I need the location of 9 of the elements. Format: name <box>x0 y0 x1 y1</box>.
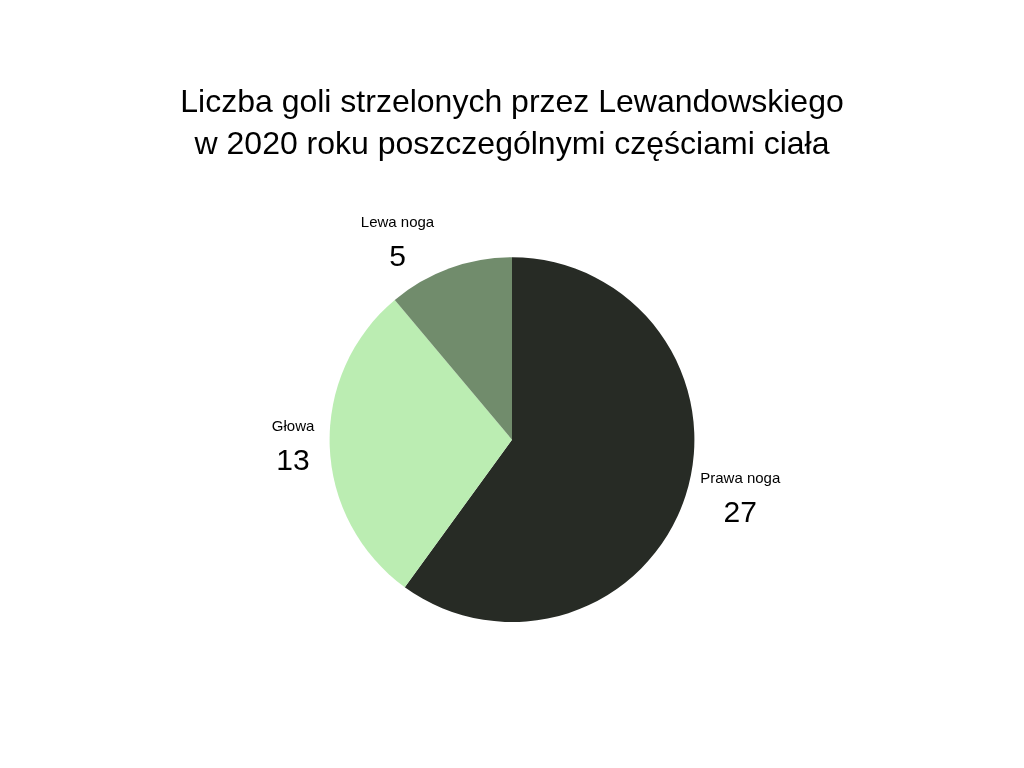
pie-slice <box>404 257 695 623</box>
data-label: 5 <box>389 238 406 272</box>
pie-slice <box>329 299 512 588</box>
slice-label: Głowa <box>271 416 315 434</box>
slice-label: Lewa noga <box>360 212 435 230</box>
chart-title: Liczba goli strzelonych przez Lewandowskiego w 2020 roku poszczególnymi częściami ciała <box>180 83 844 161</box>
data-label: 27 <box>723 495 757 529</box>
slice-label: Prawa noga <box>700 469 781 487</box>
data-label: 13 <box>276 442 310 476</box>
